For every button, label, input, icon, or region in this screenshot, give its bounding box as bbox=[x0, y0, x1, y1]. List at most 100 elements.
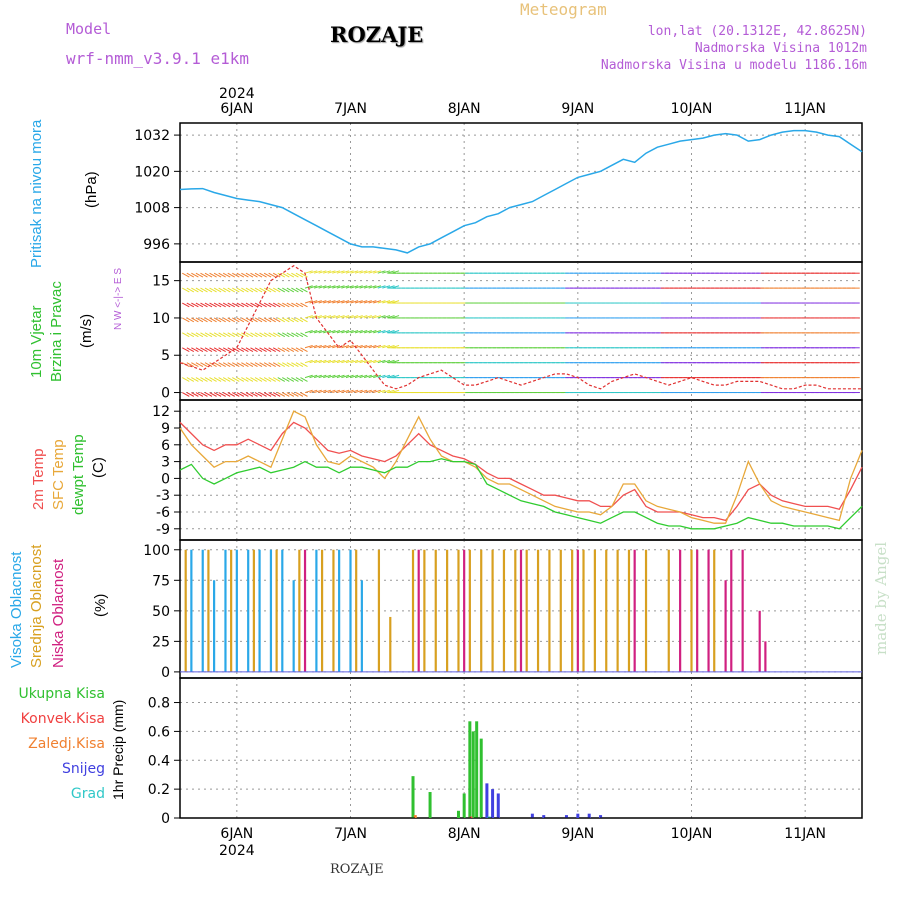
wind-arrow bbox=[336, 300, 345, 304]
wind-arrow bbox=[300, 332, 308, 338]
wind-arrow bbox=[272, 317, 281, 323]
wind-arrow bbox=[245, 362, 254, 367]
wind-arrow bbox=[382, 270, 391, 274]
wind-arrow bbox=[182, 332, 190, 338]
wind-arrow bbox=[391, 285, 400, 289]
wind-arrow bbox=[359, 374, 368, 379]
wind-arrow bbox=[245, 392, 254, 397]
y-tick-label: 9 bbox=[161, 421, 170, 437]
wind-arrow bbox=[332, 389, 341, 394]
footer-station: ROZAJE bbox=[330, 862, 384, 877]
wind-arrow bbox=[359, 315, 368, 319]
wind-arrow bbox=[236, 317, 245, 323]
wind-arrow bbox=[254, 287, 263, 293]
wind-arrow bbox=[341, 344, 350, 349]
top-day-label: 6JAN bbox=[220, 101, 253, 117]
wind-arrow bbox=[295, 272, 304, 278]
wind-arrow bbox=[263, 302, 272, 308]
wind-arrow bbox=[241, 302, 249, 308]
wind-arrow bbox=[236, 332, 245, 338]
wind-unit: (m/s) bbox=[78, 313, 95, 348]
wind-arrow bbox=[332, 300, 341, 304]
wind-arrow bbox=[368, 359, 377, 364]
precip-bar bbox=[485, 783, 489, 818]
wind-arrow bbox=[368, 270, 377, 274]
wind-arrow bbox=[354, 285, 363, 289]
wind-arrow bbox=[354, 374, 363, 379]
wind-arrow bbox=[350, 300, 359, 304]
wind-arrow bbox=[295, 287, 304, 293]
wind-arrow bbox=[332, 270, 341, 274]
wind-arrow bbox=[182, 377, 190, 382]
wind-arrow bbox=[241, 377, 249, 382]
wind-arrow bbox=[268, 362, 276, 367]
wind-arrow bbox=[268, 332, 276, 338]
wind-arrow bbox=[391, 270, 400, 274]
y-tick-label: 10 bbox=[152, 311, 170, 327]
wind-arrow bbox=[213, 392, 222, 397]
wind-arrow bbox=[377, 300, 386, 304]
wind-arrow bbox=[254, 377, 263, 382]
wind-arrow bbox=[313, 344, 322, 349]
bottom-day-label: 11JAN bbox=[784, 826, 826, 842]
wind-arrow bbox=[318, 359, 327, 364]
wind-arrow bbox=[304, 315, 313, 319]
wind-arrow bbox=[195, 392, 204, 397]
wind-arrow bbox=[286, 362, 295, 367]
wind-arrow bbox=[350, 359, 359, 364]
wind-arrow bbox=[227, 287, 236, 293]
wind-arrow bbox=[277, 362, 286, 367]
wind-arrow bbox=[259, 302, 267, 308]
wind-arrow bbox=[377, 270, 386, 274]
wind-arrow bbox=[241, 317, 249, 323]
wind-arrow bbox=[386, 359, 395, 364]
wind-arrow bbox=[359, 344, 368, 349]
wind-arrow bbox=[391, 315, 400, 319]
wind-arrow bbox=[222, 272, 231, 278]
wind-arrow bbox=[295, 377, 304, 382]
wind-arrow bbox=[191, 302, 199, 308]
wind-arrow bbox=[309, 344, 318, 349]
wind-arrow bbox=[350, 330, 359, 334]
wind-arrow bbox=[354, 300, 363, 304]
wind-arrow bbox=[291, 332, 299, 338]
pressure-unit: (hPa) bbox=[83, 171, 100, 208]
wind-arrow bbox=[209, 287, 217, 293]
wind-arrow bbox=[218, 317, 226, 323]
wind-arrow bbox=[182, 272, 190, 278]
wind-compass: N W <-|-> E S bbox=[113, 267, 124, 330]
y-tick-label: 15 bbox=[152, 274, 170, 290]
wind-arrow bbox=[382, 330, 391, 334]
y-tick-label: 5 bbox=[161, 348, 170, 364]
wind-arrow bbox=[182, 362, 190, 367]
wind-arrow bbox=[191, 377, 199, 382]
wind-arrow bbox=[304, 389, 313, 394]
wind-arrow bbox=[304, 374, 313, 379]
wind-arrow bbox=[222, 377, 231, 382]
wind-arrow bbox=[209, 272, 217, 278]
precip-bar bbox=[487, 816, 491, 818]
precip-bar bbox=[413, 815, 417, 818]
wind-arrow bbox=[195, 302, 204, 308]
wind-arrow bbox=[304, 359, 313, 364]
wind-arrow bbox=[245, 317, 254, 323]
wind-arrow bbox=[304, 344, 313, 349]
wind-arrow bbox=[382, 285, 391, 289]
wind-arrow bbox=[300, 392, 308, 397]
wind-arrow bbox=[186, 362, 195, 367]
wind-arrow bbox=[313, 330, 322, 334]
wind-arrow bbox=[195, 347, 204, 353]
cloud-label-high: Visoka Oblacnost bbox=[8, 551, 25, 668]
wind-arrow bbox=[259, 392, 267, 397]
wind-arrow bbox=[354, 359, 363, 364]
y-tick-label: 12 bbox=[152, 404, 170, 420]
wind-arrow bbox=[332, 359, 341, 364]
wind-arrow bbox=[218, 377, 226, 382]
y-tick-label: 25 bbox=[152, 634, 170, 650]
wind-arrow bbox=[227, 317, 236, 323]
wind-arrow bbox=[345, 285, 354, 289]
temp-label-2m: 2m Temp bbox=[30, 448, 47, 510]
wind-arrow bbox=[336, 285, 345, 289]
precip-legend-frz: Zaledj.Kisa bbox=[28, 736, 105, 752]
wind-arrow bbox=[359, 330, 368, 334]
